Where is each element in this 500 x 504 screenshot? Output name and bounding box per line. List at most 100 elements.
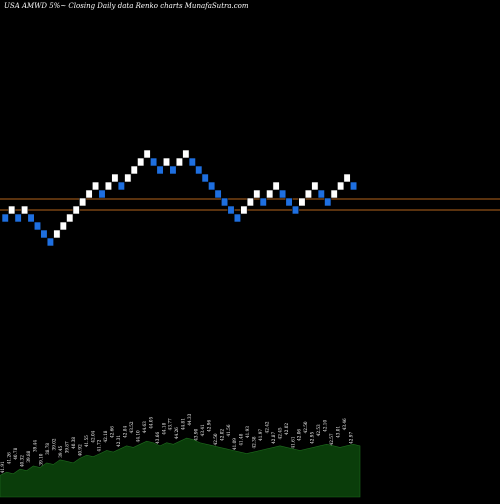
renko-brick-up bbox=[8, 205, 16, 215]
brick-label: 42.96 bbox=[206, 420, 211, 432]
renko-brick-up bbox=[111, 173, 119, 183]
brick-label: 39.45 bbox=[58, 445, 63, 457]
brick-label: 38.78 bbox=[45, 443, 50, 455]
brick-label: 41.72 bbox=[97, 439, 102, 451]
brick-label: 44.63 bbox=[142, 421, 147, 433]
renko-brick-down bbox=[259, 197, 267, 207]
renko-brick-up bbox=[253, 189, 261, 199]
brick-label: 42.10 bbox=[323, 420, 328, 432]
brick-label: 42.02 bbox=[284, 423, 289, 435]
brick-label: 41.97 bbox=[258, 429, 263, 441]
brick-label: 42.02 bbox=[219, 429, 224, 441]
renko-brick-up bbox=[266, 189, 274, 199]
renko-brick-up bbox=[59, 221, 67, 231]
brick-label: 42.87 bbox=[271, 432, 276, 444]
brick-label: 41.93 bbox=[245, 426, 250, 438]
renko-brick-down bbox=[40, 229, 48, 239]
brick-label: 39.87 bbox=[65, 441, 70, 453]
brick-label: 41.61 bbox=[290, 436, 295, 448]
brick-label: 44.26 bbox=[174, 427, 179, 439]
renko-brick-up bbox=[272, 181, 280, 191]
brick-label: 42.66 bbox=[110, 426, 115, 438]
brick-label: 40.32 bbox=[19, 455, 24, 467]
brick-label: 39.44 bbox=[32, 440, 37, 452]
brick-label: 39.02 bbox=[52, 438, 57, 450]
brick-label: 44.18 bbox=[161, 422, 166, 434]
brick-label: 42.95 bbox=[310, 432, 315, 444]
renko-brick-up bbox=[246, 197, 254, 207]
brick-label: 42.50 bbox=[213, 433, 218, 445]
brick-label: 44.33 bbox=[187, 413, 192, 425]
brick-label: 41.91 bbox=[0, 461, 5, 473]
brick-label: 43.90 bbox=[194, 428, 199, 440]
brick-label: 43.46 bbox=[342, 418, 347, 430]
renko-brick-up bbox=[21, 205, 29, 215]
renko-bricks bbox=[1, 149, 358, 247]
renko-brick-up bbox=[143, 149, 151, 159]
renko-brick-down bbox=[33, 221, 42, 231]
renko-brick-down bbox=[195, 165, 203, 175]
brick-label: 44.05 bbox=[148, 416, 153, 428]
renko-brick-down bbox=[27, 213, 35, 223]
brick-label: 42.04 bbox=[90, 430, 95, 442]
renko-brick-up bbox=[104, 181, 112, 191]
renko-brick-up bbox=[182, 149, 190, 159]
volume-area bbox=[0, 437, 361, 498]
brick-label: 40.92 bbox=[77, 444, 82, 456]
renko-brick-up bbox=[298, 197, 306, 207]
renko-brick-up bbox=[175, 157, 183, 167]
renko-brick-up bbox=[79, 197, 87, 207]
brick-label: 42.31 bbox=[116, 435, 121, 447]
brick-label: 43.01 bbox=[335, 426, 340, 438]
brick-label: 42.97 bbox=[348, 432, 353, 444]
renko-brick-down bbox=[324, 197, 332, 207]
renko-brick-up bbox=[124, 173, 132, 183]
renko-brick-up bbox=[162, 157, 171, 167]
brick-label: 40.38 bbox=[71, 437, 76, 449]
renko-brick-down bbox=[214, 189, 222, 199]
renko-brick-up bbox=[343, 173, 351, 183]
renko-brick-down bbox=[1, 213, 9, 223]
brick-label: 42.06 bbox=[297, 429, 302, 441]
brick-label: 42.42 bbox=[264, 421, 269, 433]
brick-label: 41.48 bbox=[239, 433, 244, 445]
brick-label: 44.10 bbox=[135, 430, 140, 442]
renko-brick-up bbox=[72, 205, 80, 215]
renko-brick-down bbox=[279, 189, 287, 199]
renko-brick-down bbox=[117, 181, 125, 191]
renko-brick-up bbox=[92, 181, 100, 191]
brick-label: 39.10 bbox=[39, 453, 44, 465]
renko-brick-down bbox=[208, 181, 216, 191]
renko-brick-up bbox=[304, 189, 312, 199]
renko-brick-up bbox=[85, 189, 93, 199]
renko-brick-up bbox=[240, 205, 248, 215]
renko-brick-up bbox=[130, 165, 138, 175]
brick-label: 43.77 bbox=[168, 418, 173, 430]
brick-label: 42.53 bbox=[316, 424, 321, 436]
brick-label: 42.57 bbox=[329, 433, 334, 445]
renko-brick-down bbox=[14, 213, 22, 223]
renko-brick-up bbox=[311, 181, 319, 191]
renko-brick-down bbox=[291, 205, 300, 215]
chart-title: USA AMWD 5%~ Closing Daily data Renko ch… bbox=[4, 2, 249, 10]
renko-brick-down bbox=[188, 157, 196, 167]
brick-label: 42.50 bbox=[303, 421, 308, 433]
brick-label: 42.38 bbox=[252, 436, 257, 448]
renko-brick-up bbox=[330, 189, 338, 199]
brick-label: 40.78 bbox=[13, 447, 18, 459]
renko-brick-down bbox=[349, 181, 358, 191]
renko-brick-down bbox=[150, 157, 158, 167]
renko-brick-down bbox=[233, 213, 241, 223]
brick-label: 39.88 bbox=[26, 450, 31, 462]
renko-brick-up bbox=[337, 181, 345, 191]
renko-brick-up bbox=[137, 157, 145, 167]
renko-brick-up bbox=[66, 213, 74, 223]
brick-label: 41.55 bbox=[84, 435, 89, 447]
brick-label: 42.84 bbox=[123, 426, 128, 438]
renko-brick-down bbox=[317, 189, 325, 199]
renko-brick-down bbox=[156, 165, 164, 175]
brick-label: 42.18 bbox=[103, 430, 108, 442]
